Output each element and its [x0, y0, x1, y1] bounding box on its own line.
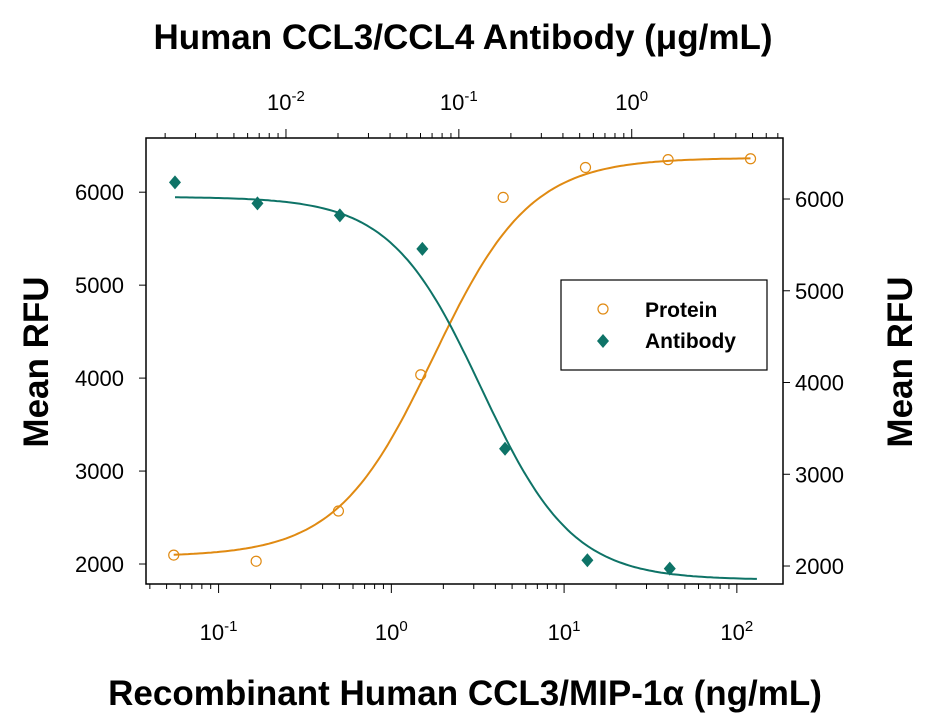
y2-tick-label: 2000: [795, 554, 844, 579]
x-axis-label: Recombinant Human CCL3/MIP-1α (ng/mL): [108, 674, 822, 713]
y-tick-label: 2000: [75, 552, 124, 577]
legend-box: [560, 279, 768, 371]
protein-data-point: [415, 369, 427, 381]
antibody-data-point: [168, 175, 181, 190]
x2-tick-label: 10-2: [267, 88, 305, 115]
x2-tick-label: 10-1: [440, 88, 478, 115]
y-tick-label: 4000: [75, 366, 124, 391]
protein-data-point: [579, 161, 592, 174]
legend-label-protein: Protein: [645, 299, 717, 322]
protein-data-point: [250, 555, 262, 567]
antibody-data-point: [251, 196, 264, 211]
y2-axis-label: Mean RFU: [881, 276, 920, 447]
antibody-data-point: [499, 441, 512, 456]
x-tick-label: 10-1: [200, 618, 238, 645]
protein-data-point: [168, 549, 180, 561]
y2-tick-label: 4000: [795, 371, 844, 396]
legend-label-antibody: Antibody: [645, 330, 736, 353]
antibody-data-point: [333, 208, 346, 223]
y2-tick-label: 6000: [795, 187, 844, 212]
antibody-fit-curve: [175, 196, 757, 580]
legend: Protein Antibody: [560, 279, 768, 371]
y-axis-label: Mean RFU: [17, 276, 56, 447]
protein-data-point: [744, 153, 757, 165]
y-tick-label: 3000: [75, 459, 124, 484]
x2-tick-label: 100: [615, 88, 648, 115]
protein-data-point: [662, 154, 674, 166]
x-tick-label: 100: [375, 618, 408, 645]
protein-data-point: [332, 505, 345, 517]
antibody-data-point: [416, 241, 429, 256]
legend-marker-protein: [597, 303, 609, 315]
y-tick-label: 5000: [75, 273, 124, 298]
antibody-data-point: [663, 561, 676, 576]
x-tick-label: 102: [720, 618, 753, 645]
x-tick-label: 101: [548, 618, 581, 645]
protein-fit-curve: [173, 157, 751, 556]
protein-data-point: [497, 191, 509, 203]
chart-title: Human CCL3/CCL4 Antibody (μg/mL): [154, 18, 773, 57]
legend-marker-antibody: [597, 334, 609, 348]
antibody-data-point: [581, 553, 594, 568]
y2-tick-label: 5000: [795, 279, 844, 304]
y2-tick-label: 3000: [795, 462, 844, 487]
plot-frame: [145, 137, 784, 585]
y-tick-label: 6000: [75, 180, 124, 205]
